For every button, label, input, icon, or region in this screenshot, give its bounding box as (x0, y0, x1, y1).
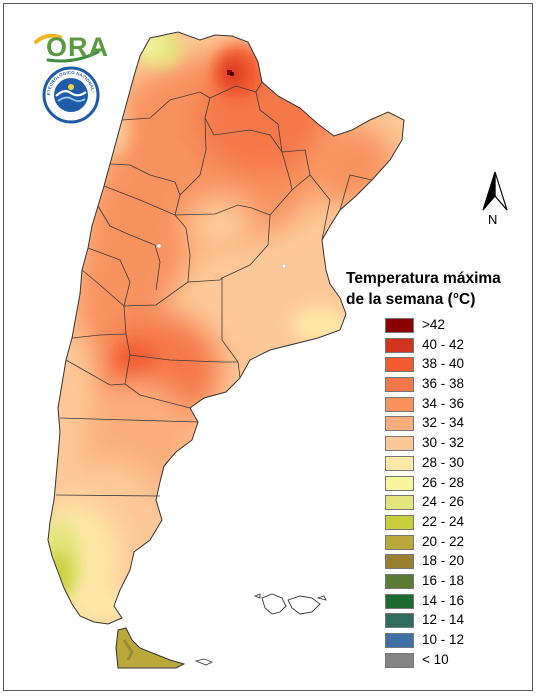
legend-label: 16 - 18 (422, 572, 465, 588)
tierra-del-fuego (115, 627, 186, 669)
legend-item: 36 - 38 (385, 375, 525, 395)
country-outline (47, 31, 405, 625)
legend-label: >42 (422, 317, 445, 332)
legend-item: 20 - 22 (385, 533, 525, 553)
legend-item: 34 - 36 (385, 395, 525, 415)
ora-logo-swoosh-icon (34, 33, 100, 63)
legend-swatch (385, 475, 414, 491)
legend-item: >42 (385, 316, 525, 336)
ora-logo: ORA (34, 30, 108, 64)
legend-item: 32 - 34 (385, 414, 525, 434)
legend-label: 18 - 20 (422, 553, 465, 569)
legend-label: 38 - 40 (422, 356, 465, 372)
legend-label: 22 - 24 (422, 513, 465, 529)
legend-swatch (385, 554, 414, 570)
legend-label: 40 - 42 (422, 336, 465, 352)
legend-swatch (385, 318, 414, 333)
islas-malvinas (253, 593, 327, 615)
legend-label: 26 - 28 (422, 474, 465, 490)
legend-swatch (385, 514, 414, 530)
legend-label: 36 - 38 (422, 376, 465, 392)
legend-label: 32 - 34 (422, 415, 465, 431)
legend-label: 10 - 12 (422, 632, 465, 647)
legend-item: 38 - 40 (385, 355, 525, 375)
legend-label: 30 - 32 (422, 435, 465, 451)
legend-swatch (385, 613, 414, 629)
north-label: N (488, 212, 498, 227)
legend-item: 14 - 16 (385, 592, 525, 612)
legend-item: 40 - 42 (385, 336, 525, 356)
legend-swatch (385, 573, 414, 589)
legend-swatch (385, 377, 414, 393)
legend-swatch (385, 633, 414, 648)
legend-label: < 10 (422, 651, 449, 667)
province-boundaries (55, 81, 373, 497)
legend-item: 10 - 12 (385, 631, 525, 651)
isla-de-los-estados (194, 658, 213, 666)
legend-label: 12 - 14 (422, 612, 465, 628)
legend-label: 28 - 30 (422, 454, 465, 470)
legend-label: 24 - 26 (422, 494, 465, 510)
legend-item: 16 - 18 (385, 572, 525, 592)
legend-swatch (385, 495, 414, 511)
legend-item: 22 - 24 (385, 513, 525, 533)
legend-title-line1: Temperatura máxima (346, 270, 501, 287)
legend-swatch (385, 436, 414, 452)
smn-seal-icon: SERVICIO METEOROLÓGICO NACIONAL · ARGENT… (42, 66, 100, 124)
map-frame (3, 3, 533, 691)
max-temperature-spot (227, 70, 232, 75)
legend-item: 24 - 26 (385, 493, 525, 513)
legend-label: 14 - 16 (422, 592, 465, 608)
legend-item: 28 - 30 (385, 454, 525, 474)
legend-swatch (385, 593, 414, 609)
legend-label: 34 - 36 (422, 395, 465, 411)
legend-item: 26 - 28 (385, 474, 525, 494)
legend: >42 40 - 42 38 - 40 36 - 38 34 - 36 32 - 34 30… (385, 316, 525, 670)
legend-swatch (385, 416, 414, 432)
legend-swatch (385, 455, 414, 471)
legend-label: 20 - 22 (422, 533, 465, 549)
legend-title-line2: de la semana (°C) (346, 291, 476, 308)
ora-logo-text: ORA (46, 32, 109, 62)
legend-swatch (385, 396, 414, 412)
legend-item: 12 - 14 (385, 611, 525, 631)
legend-item: < 10 (385, 651, 525, 671)
north-arrow: N (478, 170, 512, 232)
legend-swatch (385, 337, 414, 353)
legend-item: 30 - 32 (385, 434, 525, 454)
legend-swatch (385, 534, 414, 550)
legend-swatch (385, 652, 414, 668)
legend-item: 18 - 20 (385, 552, 525, 572)
legend-title: Temperatura máxima de la semana (°C) (346, 268, 506, 310)
north-arrow-icon (482, 171, 508, 211)
legend-swatch (385, 357, 414, 373)
